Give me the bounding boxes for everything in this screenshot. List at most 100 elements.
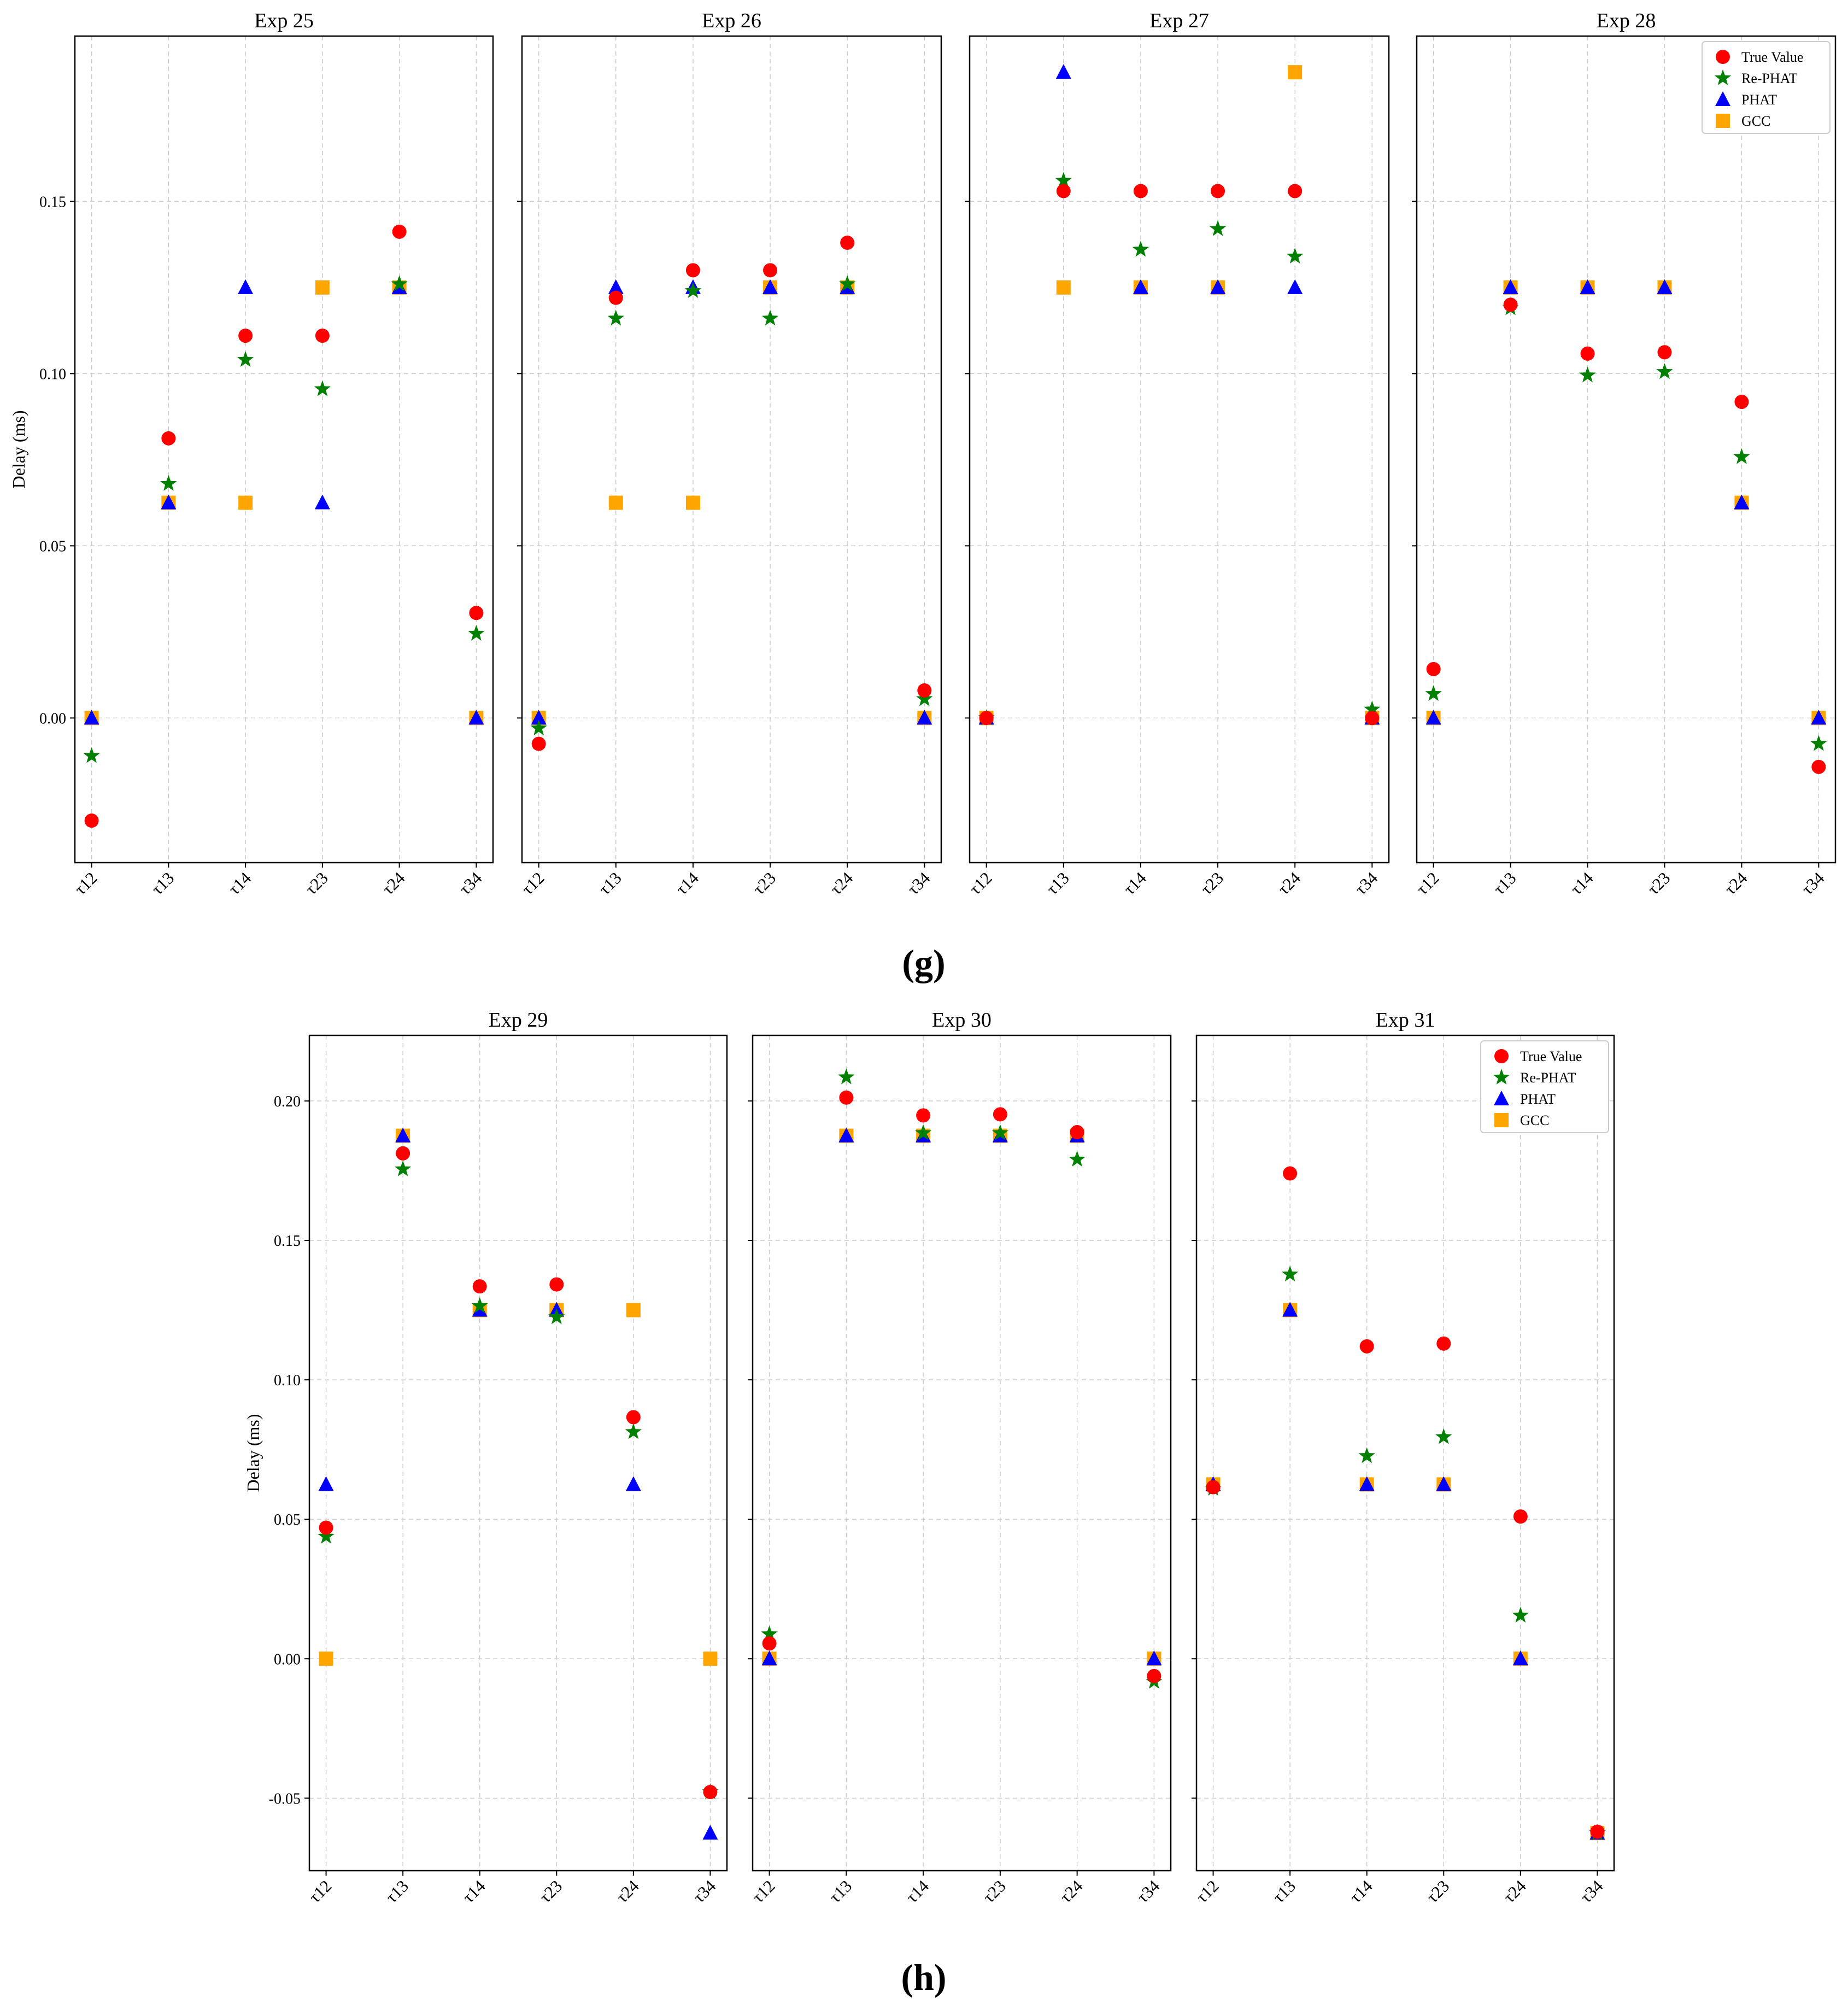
caption-h: (h) xyxy=(901,1957,946,1998)
x-tick-label-3-1: τ13 xyxy=(1489,868,1520,898)
point-true-value-2 xyxy=(1580,346,1595,361)
x-tick-label-1-4: τ24 xyxy=(826,868,857,899)
plot-frame xyxy=(521,35,942,864)
x-tick-label-3-5: τ34 xyxy=(1798,868,1828,899)
point-phat-0 xyxy=(761,1650,777,1666)
x-tick-label-2-0: τ12 xyxy=(965,868,995,898)
panel-exp-30: τ12 τ13 τ14 τ23 τ24 τ34 Exp 30 xyxy=(748,1009,1172,1907)
point-re-phat-1 xyxy=(607,309,624,326)
x-tick-label-6-0: τ12 xyxy=(1192,1876,1222,1906)
point-true-value-3 xyxy=(1211,184,1225,198)
x-tick-label-5-4: τ24 xyxy=(1056,1876,1087,1907)
point-true-value-4 xyxy=(392,224,407,239)
point-re-phat-1 xyxy=(838,1068,855,1085)
panel-title: Exp 28 xyxy=(1597,9,1656,32)
point-true-value-4 xyxy=(1288,184,1303,198)
panel-exp-25: 0.00 0.05 0.10 0.15 τ12 τ13 τ14 τ23 τ24 τ34 Exp 25… xyxy=(9,9,494,899)
point-gcc-5 xyxy=(703,1651,718,1666)
x-tick-label-0-3: τ23 xyxy=(301,868,331,898)
panel-title: Exp 29 xyxy=(489,1009,548,1032)
legend-box xyxy=(1702,41,1831,134)
point-phat-1 xyxy=(838,1127,854,1143)
point-phat-1 xyxy=(395,1127,411,1143)
y-axis-label: Delay (ms) xyxy=(243,1414,263,1492)
point-phat-1 xyxy=(1503,279,1518,294)
point-true-value-1 xyxy=(396,1146,410,1161)
point-re-phat-2 xyxy=(1579,366,1596,383)
y-tick-label-0: -0.05 xyxy=(269,1790,301,1807)
panel-title: Exp 26 xyxy=(702,9,761,32)
point-gcc-4 xyxy=(1288,65,1303,80)
point-phat-1 xyxy=(1282,1302,1298,1317)
point-true-value-1 xyxy=(839,1090,854,1105)
x-tick-label-3-0: τ12 xyxy=(1412,868,1442,898)
x-tick-label-3-2: τ14 xyxy=(1567,868,1597,899)
point-gcc-2 xyxy=(685,495,700,510)
x-tick-label-2-3: τ23 xyxy=(1197,868,1227,898)
y-tick-label-0: 0.00 xyxy=(39,710,66,727)
point-phat-0 xyxy=(531,710,547,725)
point-true-value-0 xyxy=(762,1636,777,1651)
point-re-phat-2 xyxy=(237,351,254,367)
point-phat-1 xyxy=(161,494,177,509)
x-tick-label-0-2: τ14 xyxy=(225,868,255,899)
point-phat-0 xyxy=(1425,710,1441,725)
point-true-value-0 xyxy=(979,711,994,725)
point-gcc-4 xyxy=(626,1303,641,1317)
x-tick-label-1-2: τ14 xyxy=(672,868,702,899)
point-true-value-3 xyxy=(1436,1336,1451,1351)
point-true-value-2 xyxy=(916,1108,931,1123)
panel-exp-27: τ12 τ13 τ14 τ23 τ24 τ34 Exp 27 xyxy=(965,9,1390,899)
point-true-value-5 xyxy=(1147,1668,1161,1683)
x-tick-label-2-1: τ13 xyxy=(1042,868,1072,898)
point-true-value-1 xyxy=(1283,1166,1298,1181)
x-tick-label-4-5: τ34 xyxy=(689,1876,720,1907)
point-true-value-3 xyxy=(315,329,330,343)
panel-title: Exp 27 xyxy=(1149,9,1209,32)
y-tick-label-3: 0.15 xyxy=(39,194,66,210)
point-phat-5 xyxy=(1146,1650,1162,1666)
x-tick-label-6-2: τ14 xyxy=(1346,1876,1376,1907)
y-tick-label-4: 0.15 xyxy=(274,1233,301,1250)
point-true-value-0 xyxy=(531,736,546,751)
point-re-phat-5 xyxy=(1364,700,1381,717)
point-true-value-0 xyxy=(319,1520,333,1535)
point-re-phat-1 xyxy=(1281,1266,1299,1282)
point-re-phat-1 xyxy=(394,1160,412,1176)
point-re-phat-4 xyxy=(1069,1151,1086,1167)
point-true-value-3 xyxy=(763,263,778,278)
point-re-phat-3 xyxy=(761,309,779,326)
legend: True Value Re-PHAT PHAT GCC xyxy=(1702,41,1831,134)
point-true-value-4 xyxy=(840,236,855,250)
point-gcc-1 xyxy=(608,495,623,510)
legend-label-re-phat: Re-PHAT xyxy=(1520,1070,1576,1086)
legend-marker-re-phat xyxy=(1714,69,1732,85)
legend-label-phat: PHAT xyxy=(1520,1091,1556,1107)
point-true-value-2 xyxy=(685,263,700,278)
point-true-value-1 xyxy=(161,431,176,446)
point-phat-5 xyxy=(702,1825,718,1840)
legend-box xyxy=(1480,1040,1609,1133)
panel-exp-29: -0.05 0.00 0.05 0.10 0.15 0.20 τ12 τ13 τ14 τ23 τ24… xyxy=(243,1009,728,1907)
point-re-phat-2 xyxy=(1132,241,1149,257)
legend-marker-gcc xyxy=(1494,1113,1509,1127)
point-true-value-1 xyxy=(608,290,623,305)
point-gcc-0 xyxy=(319,1651,333,1666)
legend-marker-phat xyxy=(1494,1091,1509,1105)
point-phat-3 xyxy=(1210,279,1226,294)
point-re-phat-2 xyxy=(1358,1447,1375,1463)
point-phat-4 xyxy=(1734,494,1750,509)
point-re-phat-2 xyxy=(684,282,702,298)
point-phat-3 xyxy=(314,494,330,509)
x-tick-label-5-1: τ13 xyxy=(825,1876,855,1906)
point-re-phat-1 xyxy=(1055,172,1072,188)
panel-title: Exp 25 xyxy=(254,9,314,32)
legend-label-true-value: True Value xyxy=(1741,49,1803,65)
panel-title: Exp 31 xyxy=(1376,1009,1435,1032)
x-tick-label-3-4: τ24 xyxy=(1721,868,1751,899)
legend-label-re-phat: Re-PHAT xyxy=(1741,71,1798,86)
point-phat-2 xyxy=(1580,279,1595,294)
point-phat-2 xyxy=(1133,279,1148,294)
point-re-phat-4 xyxy=(391,275,408,291)
point-re-phat-5 xyxy=(468,625,485,641)
